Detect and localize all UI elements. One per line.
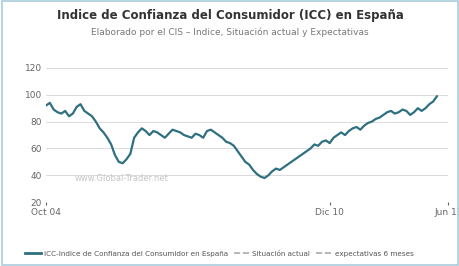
Legend: ICC-Indice de Confianza del Consumidor en España, Situación actual, expectativas: ICC-Indice de Confianza del Consumidor e… — [22, 248, 416, 260]
Text: www.Global-Trader.net: www.Global-Trader.net — [74, 174, 168, 183]
Text: Indice de Confianza del Consumidor (ICC) en España: Indice de Confianza del Consumidor (ICC)… — [56, 9, 403, 22]
Text: Elaborado por el CIS – Indice, Situación actual y Expectativas: Elaborado por el CIS – Indice, Situación… — [91, 28, 368, 38]
